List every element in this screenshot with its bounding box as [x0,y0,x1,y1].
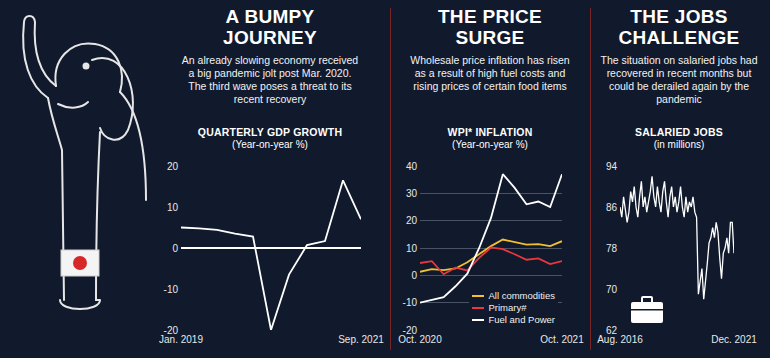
html-text:A BUMPY JOURNEY: A BUMPY JOURNEY [223,6,317,48]
svg-text:-20: -20 [164,325,179,336]
svg-text:70: 70 [606,284,618,295]
html-text:(Year-on-year %): (Year-on-year %) [232,139,308,150]
html-text:Wholesale price inflation has: Wholesale price inflation has risen as a… [410,54,570,92]
svg-text:Oct. 2021: Oct. 2021 [540,334,584,345]
svg-text:Aug. 2016: Aug. 2016 [597,334,643,345]
svg-text:Oct. 2020: Oct. 2020 [398,334,442,345]
html-text:Primary#: Primary# [488,302,527,313]
svg-text:-20: -20 [403,325,418,336]
html-text:The situation on salaried jobs: The situation on salaried jobs had recov… [600,54,758,105]
svg-text:Dec. 2021: Dec. 2021 [711,334,757,345]
svg-text:62: 62 [606,325,618,336]
html-text:SALARIED JOBS: SALARIED JOBS [635,126,723,138]
html-text:THE PRICE SURGE: THE PRICE SURGE [438,6,542,48]
svg-text:94: 94 [606,161,618,172]
svg-text:Sep. 2021: Sep. 2021 [338,334,384,345]
svg-text:10: 10 [406,243,418,254]
html-text:WPI* INFLATION: WPI* INFLATION [447,126,533,138]
svg-text:0: 0 [172,243,178,254]
svg-text:20: 20 [406,215,418,226]
html-text:All commodities: All commodities [488,290,555,301]
html-text:(Year-on-year %): (Year-on-year %) [452,139,528,150]
svg-text:20: 20 [167,161,179,172]
html-text:Fuel and Power: Fuel and Power [488,314,555,325]
html-text:THE JOBS CHALLENGE: THE JOBS CHALLENGE [618,6,740,48]
svg-text:-10: -10 [403,297,418,308]
svg-text:78: 78 [606,243,618,254]
svg-text:86: 86 [606,202,618,213]
svg-text:0: 0 [411,270,417,281]
svg-text:30: 30 [406,188,418,199]
svg-text:Jan. 2019: Jan. 2019 [159,334,203,345]
html-text:An already slowing economy rec: An already slowing economy received a bi… [181,54,359,105]
html-text:(in millions): (in millions) [653,139,705,150]
html-text:QUARTERLY GDP GROWTH: QUARTERLY GDP GROWTH [197,126,343,138]
svg-text:-10: -10 [164,284,179,295]
svg-text:40: 40 [406,161,418,172]
svg-text:10: 10 [167,202,179,213]
